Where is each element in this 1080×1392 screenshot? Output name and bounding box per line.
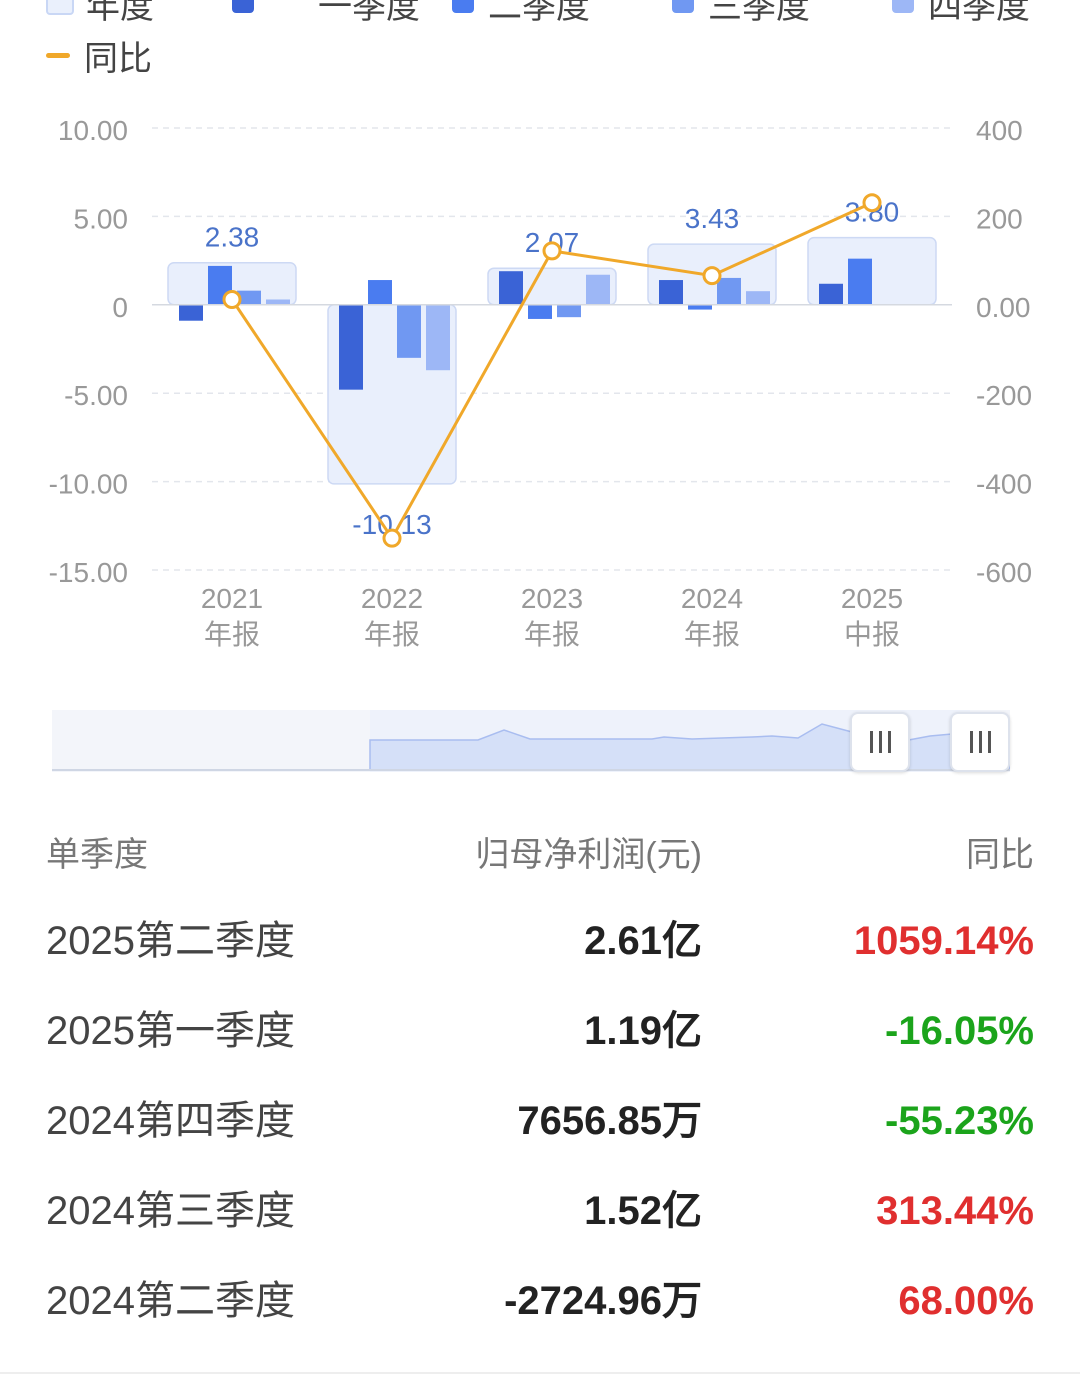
x-tick-label-type: 中报 bbox=[844, 619, 900, 650]
row-profit: -2724.96万 bbox=[504, 1279, 702, 1323]
row-period: 2024第二季度 bbox=[46, 1279, 295, 1323]
grip-lines-icon bbox=[869, 731, 891, 753]
yoy-point bbox=[382, 528, 402, 548]
x-tick-label-type: 年报 bbox=[364, 619, 420, 650]
x-tick-label-year: 2021 bbox=[201, 583, 263, 614]
quarter-bar bbox=[397, 304, 421, 358]
header-yoy[interactable]: 同比 bbox=[966, 836, 1034, 874]
table-row[interactable]: 2025第一季度 1.19亿 -16.05% bbox=[0, 986, 1080, 1076]
legend-item-q2[interactable]: 二季度 bbox=[452, 0, 590, 26]
x-tick-label-type: 年报 bbox=[204, 619, 260, 650]
y-tick-label-left: 5.00 bbox=[74, 203, 129, 234]
y-tick-label-left: 0 bbox=[112, 292, 128, 323]
quarter-bar bbox=[426, 304, 450, 371]
table-row[interactable]: 2024第四季度 7656.85万 -55.23% bbox=[0, 1076, 1080, 1166]
profit-chart-svg: 10.00 400 5.00 200 0 0.00 -5.00 -200 -10.00 -400 -… bbox=[49, 115, 1032, 650]
legend-swatch-q3 bbox=[672, 0, 694, 13]
x-tick-label-year: 2023 bbox=[521, 583, 583, 614]
x-tick-label-year: 2025 bbox=[841, 583, 903, 614]
x-tick-label-type: 年报 bbox=[684, 619, 740, 650]
y-tick-label-right: -600 bbox=[976, 557, 1032, 588]
row-yoy: -55.23% bbox=[885, 1099, 1034, 1143]
row-period: 2024第四季度 bbox=[46, 1099, 295, 1143]
row-profit: 1.19亿 bbox=[584, 1009, 702, 1053]
y-tick-label-left: 10.00 bbox=[58, 115, 128, 146]
quarter-bar bbox=[848, 258, 872, 305]
y-tick-label-right: 200 bbox=[976, 203, 1023, 234]
quarter-bar bbox=[746, 291, 770, 305]
legend-swatch-q2 bbox=[452, 0, 474, 13]
row-profit: 2.61亿 bbox=[584, 919, 702, 963]
y-tick-label-left: -5.00 bbox=[64, 380, 128, 411]
legend-label-annual: 年度 bbox=[86, 0, 154, 26]
yoy-point bbox=[702, 266, 722, 286]
chart-legend: 年度 一季度 二季度 三季度 四季度 同比 bbox=[0, 0, 1080, 80]
table-row[interactable]: 2024第三季度 1.52亿 313.44% bbox=[0, 1166, 1080, 1256]
x-tick-label-year: 2024 bbox=[681, 583, 743, 614]
y-tick-label-right: -200 bbox=[976, 380, 1032, 411]
profit-chart: 10.00 400 5.00 200 0 0.00 -5.00 -200 -10.00 -400 -… bbox=[0, 90, 1080, 670]
quarter-bar bbox=[528, 304, 552, 319]
yoy-point bbox=[862, 193, 882, 213]
legend-label-q4: 四季度 bbox=[928, 0, 1030, 26]
grip-lines-icon bbox=[969, 731, 991, 753]
quarter-bar bbox=[499, 271, 523, 305]
slider-left-handle[interactable] bbox=[850, 712, 910, 772]
y-tick-label-right: 400 bbox=[976, 115, 1023, 146]
legend-swatch-q4 bbox=[892, 0, 914, 13]
table-row[interactable]: 2024第二季度 -2724.96万 68.00% bbox=[0, 1256, 1080, 1346]
y-tick-label-left: -10.00 bbox=[49, 469, 128, 500]
yoy-point bbox=[222, 289, 242, 309]
quarter-bar bbox=[819, 283, 843, 305]
table-row[interactable]: 2025第二季度 2.61亿 1059.14% bbox=[0, 896, 1080, 986]
row-profit: 7656.85万 bbox=[517, 1099, 702, 1143]
x-tick-label-type: 年报 bbox=[524, 619, 580, 650]
quarter-bar bbox=[179, 304, 203, 321]
y-tick-label-left: -15.00 bbox=[49, 557, 128, 588]
row-yoy: -16.05% bbox=[885, 1009, 1034, 1053]
quarter-bar bbox=[717, 277, 741, 305]
quarter-bar bbox=[688, 304, 712, 310]
quarter-bar bbox=[237, 290, 261, 305]
legend-item-yoy[interactable]: 同比 bbox=[46, 38, 152, 78]
quarter-bar bbox=[659, 280, 683, 305]
quarter-bar bbox=[586, 274, 610, 305]
header-period[interactable]: 单季度 bbox=[46, 836, 148, 874]
row-yoy: 1059.14% bbox=[853, 919, 1034, 963]
legend-item-q3[interactable]: 三季度 bbox=[672, 0, 810, 26]
header-profit[interactable]: 归母净利润(元) bbox=[475, 836, 702, 874]
row-profit: 1.52亿 bbox=[584, 1189, 702, 1233]
legend-label-yoy: 同比 bbox=[84, 39, 152, 78]
row-yoy: 68.00% bbox=[898, 1279, 1034, 1323]
row-period: 2025第二季度 bbox=[46, 919, 295, 963]
legend-label-q3: 三季度 bbox=[708, 0, 810, 26]
slider-preview-area bbox=[52, 723, 1011, 771]
y-tick-label-right: 0.00 bbox=[976, 292, 1031, 323]
legend-swatch-annual bbox=[46, 0, 74, 15]
legend-label-q2: 二季度 bbox=[488, 0, 590, 26]
data-zoom-slider[interactable] bbox=[52, 710, 1011, 772]
quarter-bar bbox=[557, 304, 581, 318]
yoy-point bbox=[542, 241, 562, 261]
x-tick-label-year: 2022 bbox=[361, 583, 423, 614]
legend-item-q1[interactable]: 一季度 bbox=[232, 0, 420, 26]
annual-value-label: 3.43 bbox=[685, 203, 740, 234]
legend-item-annual[interactable]: 年度 bbox=[46, 0, 154, 26]
legend-item-q4[interactable]: 四季度 bbox=[892, 0, 1030, 26]
annual-value-label: 2.38 bbox=[205, 222, 260, 253]
legend-swatch-yoy bbox=[46, 52, 70, 58]
row-period: 2025第一季度 bbox=[46, 1009, 295, 1053]
legend-label-q1: 一季度 bbox=[318, 0, 420, 26]
table-header-row: 单季度 归母净利润(元) 同比 bbox=[0, 810, 1080, 900]
bottom-divider bbox=[0, 1372, 1080, 1374]
legend-swatch-q1 bbox=[232, 0, 254, 13]
quarter-bar bbox=[368, 280, 392, 305]
quarter-bar bbox=[339, 304, 363, 390]
y-tick-label-right: -400 bbox=[976, 469, 1032, 500]
row-yoy: 313.44% bbox=[876, 1189, 1034, 1233]
slider-right-handle[interactable] bbox=[950, 712, 1010, 772]
quarter-bar bbox=[266, 299, 290, 305]
row-period: 2024第三季度 bbox=[46, 1189, 295, 1233]
